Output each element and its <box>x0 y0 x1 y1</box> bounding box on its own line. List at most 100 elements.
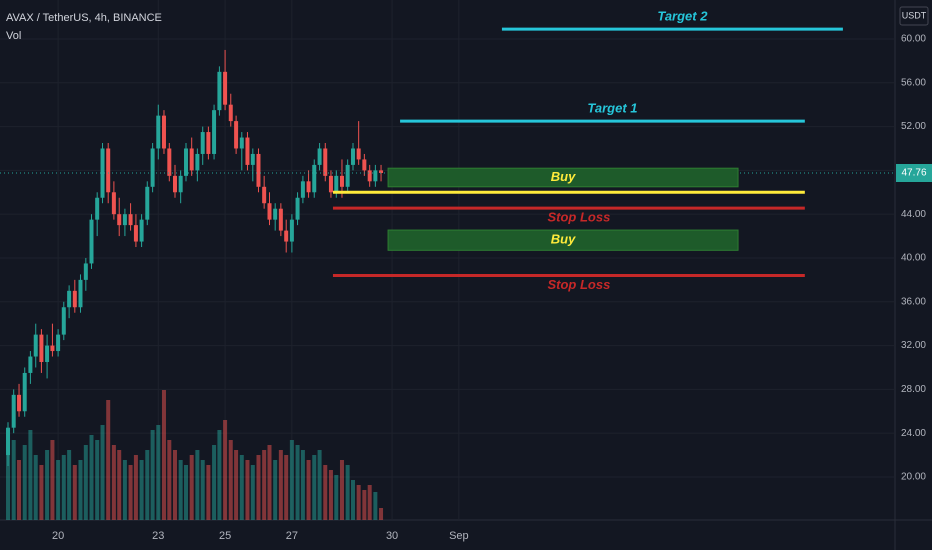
candle-body <box>33 334 38 357</box>
candle-body <box>239 137 244 149</box>
volume-bar <box>256 455 261 520</box>
x-tick-label: Sep <box>449 530 469 542</box>
candle-body <box>78 279 83 308</box>
candle-body <box>356 148 361 160</box>
candle-body <box>172 175 177 193</box>
x-tick-label: 30 <box>386 530 398 542</box>
candle-body <box>256 153 261 187</box>
candle-body <box>89 219 94 264</box>
level-label: Stop Loss <box>547 210 610 225</box>
candle-body <box>212 110 217 154</box>
volume-bar <box>239 455 244 520</box>
x-tick-label: 23 <box>152 530 164 542</box>
volume-bar <box>6 450 11 520</box>
candle-body <box>111 192 116 215</box>
volume-bar <box>161 390 166 520</box>
candle-body <box>345 164 350 187</box>
last-price-box <box>896 164 932 183</box>
buy-zone <box>387 167 739 188</box>
volume-bar <box>334 475 339 520</box>
candle-body <box>133 225 138 242</box>
currency-label: USDT <box>902 10 927 20</box>
volume-bar <box>312 455 317 520</box>
y-tick-label: 20.00 <box>901 472 926 483</box>
y-tick-label: 28.00 <box>901 384 926 395</box>
candle-body <box>67 290 72 308</box>
candle-body <box>189 148 194 171</box>
level-label: Target 1 <box>587 101 637 116</box>
candle-body <box>339 175 344 187</box>
candle-body <box>72 290 77 308</box>
volume-bar <box>78 460 83 520</box>
volume-bar <box>284 455 289 520</box>
volume-bar <box>367 485 372 520</box>
volume-bar <box>178 460 183 520</box>
volume-bar <box>67 450 72 520</box>
candle-body <box>122 214 127 226</box>
candle-body <box>6 427 11 456</box>
candle-body <box>200 132 205 154</box>
volume-bar <box>133 455 138 520</box>
candle-body <box>234 121 239 149</box>
x-tick-label: 25 <box>219 530 231 542</box>
candle-body <box>17 394 22 412</box>
volume-bar <box>172 450 177 520</box>
candle-body <box>195 153 200 171</box>
buy-zone <box>387 229 739 251</box>
candle-body <box>350 148 355 165</box>
volume-bar <box>95 440 100 520</box>
y-tick-label: 36.00 <box>901 296 926 307</box>
volume-bar <box>128 465 133 520</box>
volume-bar <box>267 445 272 520</box>
candle-body <box>128 214 133 226</box>
volume-bar <box>206 465 211 520</box>
candle-body <box>289 219 294 242</box>
volume-bar <box>45 450 50 520</box>
volume-bar <box>61 455 66 520</box>
volume-bar <box>373 492 378 520</box>
volume-bar <box>189 455 194 520</box>
candle-body <box>312 164 317 193</box>
volume-bar <box>200 460 205 520</box>
volume-bar <box>195 450 200 520</box>
volume-bar <box>228 440 233 520</box>
volume-bar <box>156 425 161 520</box>
candle-body <box>150 148 155 187</box>
volume-bar <box>83 445 88 520</box>
candle-body <box>317 148 322 165</box>
volume-bar <box>350 480 355 520</box>
candle-body <box>100 148 105 198</box>
candle-body <box>184 148 189 176</box>
volume-bar <box>56 460 61 520</box>
level-label: Stop Loss <box>547 277 610 292</box>
volume-bar <box>184 465 189 520</box>
candle-body <box>83 263 88 280</box>
volume-bar <box>234 450 239 520</box>
candle-body <box>61 307 66 335</box>
volume-bar <box>339 460 344 520</box>
candle-body <box>278 208 283 231</box>
volume-bar <box>33 455 38 520</box>
y-tick-label: 52.00 <box>901 121 926 132</box>
candle-body <box>362 159 367 171</box>
candle-body <box>106 148 111 193</box>
volume-bar <box>306 460 311 520</box>
currency-box <box>899 6 929 26</box>
candle-body <box>245 137 250 165</box>
volume-bar <box>212 445 217 520</box>
volume-bar <box>106 400 111 520</box>
volume-bar <box>100 425 105 520</box>
y-tick-label: 44.00 <box>901 209 926 220</box>
candle-body <box>11 394 16 428</box>
volume-bar <box>39 465 44 520</box>
candle-body <box>334 175 339 193</box>
volume-bar <box>345 465 350 520</box>
candle-body <box>379 170 384 174</box>
candle-body <box>206 132 211 154</box>
chart-title: AVAX / TetherUS, 4h, BINANCE <box>6 12 162 24</box>
candle-body <box>28 356 33 373</box>
volume-title: Vol <box>6 30 21 42</box>
candle-body <box>56 334 61 352</box>
candle-body <box>284 230 289 242</box>
